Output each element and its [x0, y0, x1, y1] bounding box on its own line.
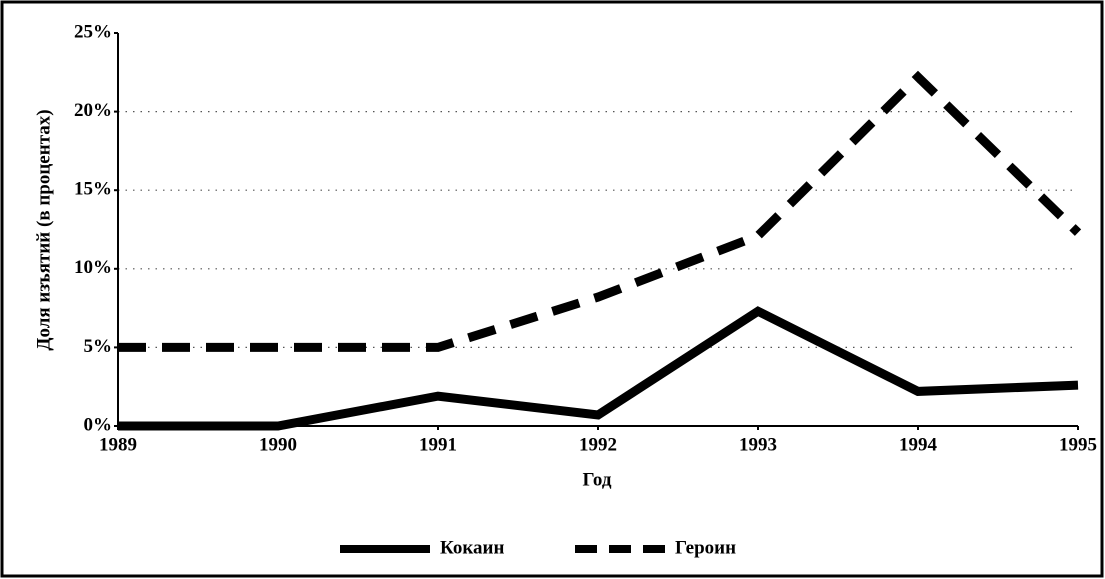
x-tick-label: 1991	[419, 434, 457, 455]
x-axis-label: Год	[583, 469, 612, 490]
x-tick-label: 1989	[99, 434, 137, 455]
y-tick-label: 5%	[84, 336, 113, 357]
y-tick-label: 0%	[84, 414, 113, 435]
y-tick-label: 25%	[74, 21, 112, 42]
x-tick-label: 1990	[259, 434, 297, 455]
series-line	[118, 70, 1082, 352]
y-tick-label: 20%	[74, 100, 112, 121]
x-tick-label: 1995	[1059, 434, 1097, 455]
legend-label: Героин	[675, 537, 736, 558]
legend-label: Кокаин	[440, 537, 504, 558]
y-axis-label: Доля изъятий (в процентах)	[33, 109, 54, 350]
series-line	[118, 306, 1079, 431]
x-tick-label: 1992	[579, 434, 617, 455]
y-tick-label: 10%	[74, 257, 112, 278]
x-tick-label: 1993	[739, 434, 777, 455]
x-tick-label: 1994	[899, 434, 938, 455]
y-tick-label: 15%	[74, 179, 112, 200]
